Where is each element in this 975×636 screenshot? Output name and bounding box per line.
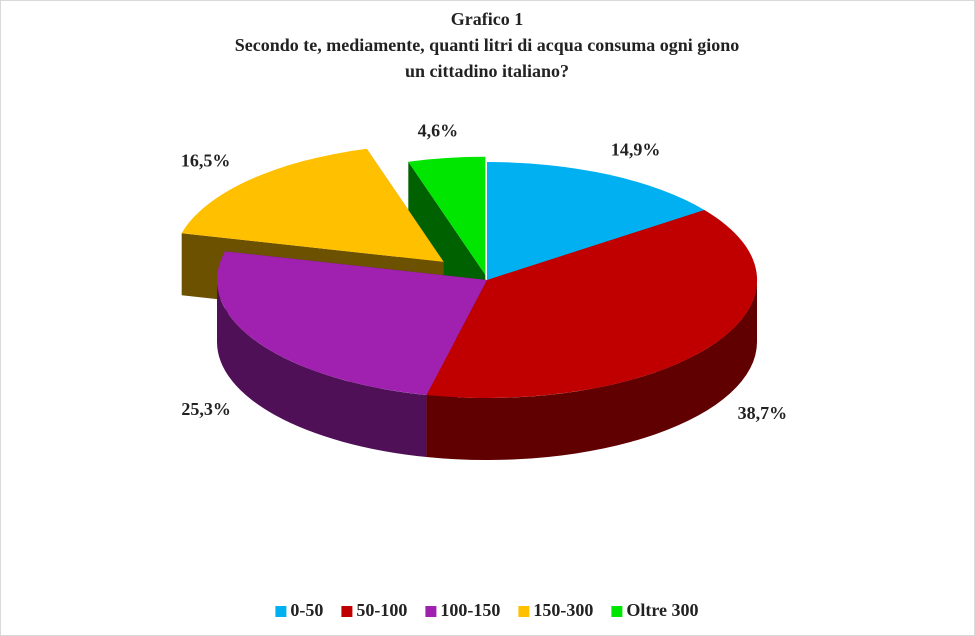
legend-item: 0-50: [275, 600, 323, 620]
legend-label: 100-150: [440, 600, 500, 620]
legend-swatch: [611, 606, 623, 617]
chart-title: Grafico 1: [451, 9, 523, 29]
legend-swatch: [425, 606, 437, 617]
legend-label: 0-50: [290, 600, 323, 620]
data-label: 16,5%: [181, 150, 231, 170]
legend-item: 50-100: [341, 600, 407, 620]
slice: [408, 156, 486, 275]
slice: [181, 148, 444, 262]
slice-side: [426, 280, 757, 461]
data-label: 25,3%: [181, 399, 231, 419]
legend-item: 150-300: [518, 600, 593, 620]
legend-label: Oltre 300: [626, 600, 698, 620]
data-label: 4,6%: [418, 120, 459, 140]
legend-swatch: [341, 606, 353, 617]
legend-label: 50-100: [356, 600, 407, 620]
legend-swatch: [275, 606, 287, 617]
slice-side: [216, 280, 427, 457]
data-label: 38,7%: [738, 403, 788, 423]
data-label: 14,9%: [611, 140, 661, 160]
chart-subtitle: Secondo te, mediamente, quanti litri di …: [235, 35, 740, 55]
slice: [426, 210, 758, 399]
chart-subtitle: un cittadino italiano?: [405, 61, 569, 81]
legend-item: 100-150: [425, 600, 500, 620]
legend-item: Oltre 300: [611, 600, 699, 620]
legend-label: 150-300: [533, 600, 593, 620]
slice: [217, 251, 487, 395]
slice: [487, 162, 705, 280]
legend-swatch: [518, 606, 530, 617]
